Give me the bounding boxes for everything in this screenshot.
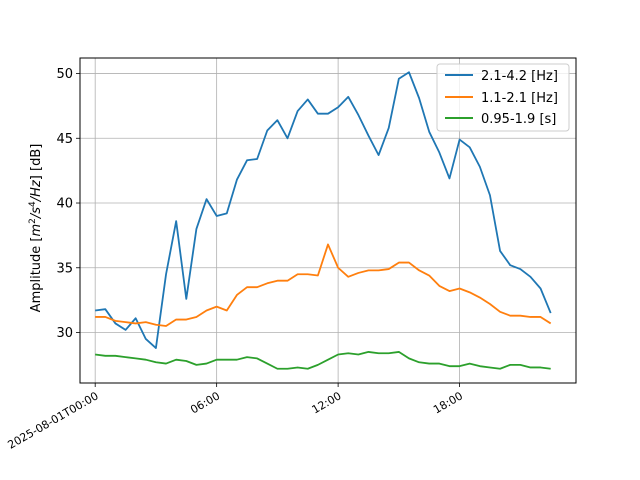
y-tick-label: 35 xyxy=(56,261,73,276)
y-axis-title-slash1: / xyxy=(29,212,44,219)
y-axis-title-prefix: Amplitude [ xyxy=(29,237,44,313)
series-lines xyxy=(95,71,552,370)
series-line-1 xyxy=(95,71,552,349)
y-axis-title-suffix: ] [dB] xyxy=(29,144,44,181)
legend-label-series-3: 0.95-1.9 [s] xyxy=(481,112,556,127)
y-axis-title-m: m xyxy=(29,224,44,237)
legend-box xyxy=(436,63,570,132)
y-tick-label: 45 xyxy=(56,132,73,147)
legend-label-series-2: 1.1-2.1 [Hz] xyxy=(481,91,558,106)
y-axis-title: Amplitude [m2/s4/Hz] [dB] xyxy=(28,144,44,313)
y-tick-label: 30 xyxy=(56,326,73,341)
series-line-2 xyxy=(95,243,552,327)
legend-label-series-1: 2.1-4.2 [Hz] xyxy=(481,69,558,84)
y-axis-title-s-exp: 4 xyxy=(28,201,38,207)
y-axis-title-hz: Hz xyxy=(29,179,44,197)
legend: 2.1-4.2 [Hz] 1.1-2.1 [Hz] 0.95-1.9 [s] xyxy=(436,63,570,132)
y-axis-title-s: s xyxy=(29,207,44,214)
plot-frame xyxy=(79,57,577,384)
y-tick-label: 40 xyxy=(56,197,73,212)
y-axis-title-m-exp: 2 xyxy=(28,218,38,224)
y-axis-title-slash2: / xyxy=(29,195,44,202)
y-tick-label: 50 xyxy=(56,67,73,82)
series-line-3 xyxy=(95,351,551,370)
